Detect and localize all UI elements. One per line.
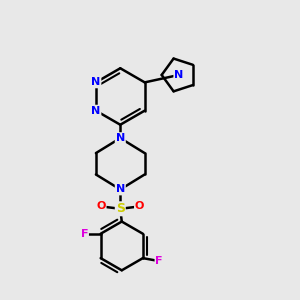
Text: N: N <box>174 70 184 80</box>
Text: N: N <box>116 184 125 194</box>
Text: F: F <box>155 256 163 266</box>
Text: O: O <box>135 201 144 212</box>
Text: N: N <box>91 77 101 87</box>
Text: O: O <box>96 201 106 212</box>
Text: N: N <box>91 106 101 116</box>
Text: N: N <box>116 133 125 143</box>
Text: F: F <box>81 229 88 239</box>
Text: S: S <box>116 202 125 215</box>
